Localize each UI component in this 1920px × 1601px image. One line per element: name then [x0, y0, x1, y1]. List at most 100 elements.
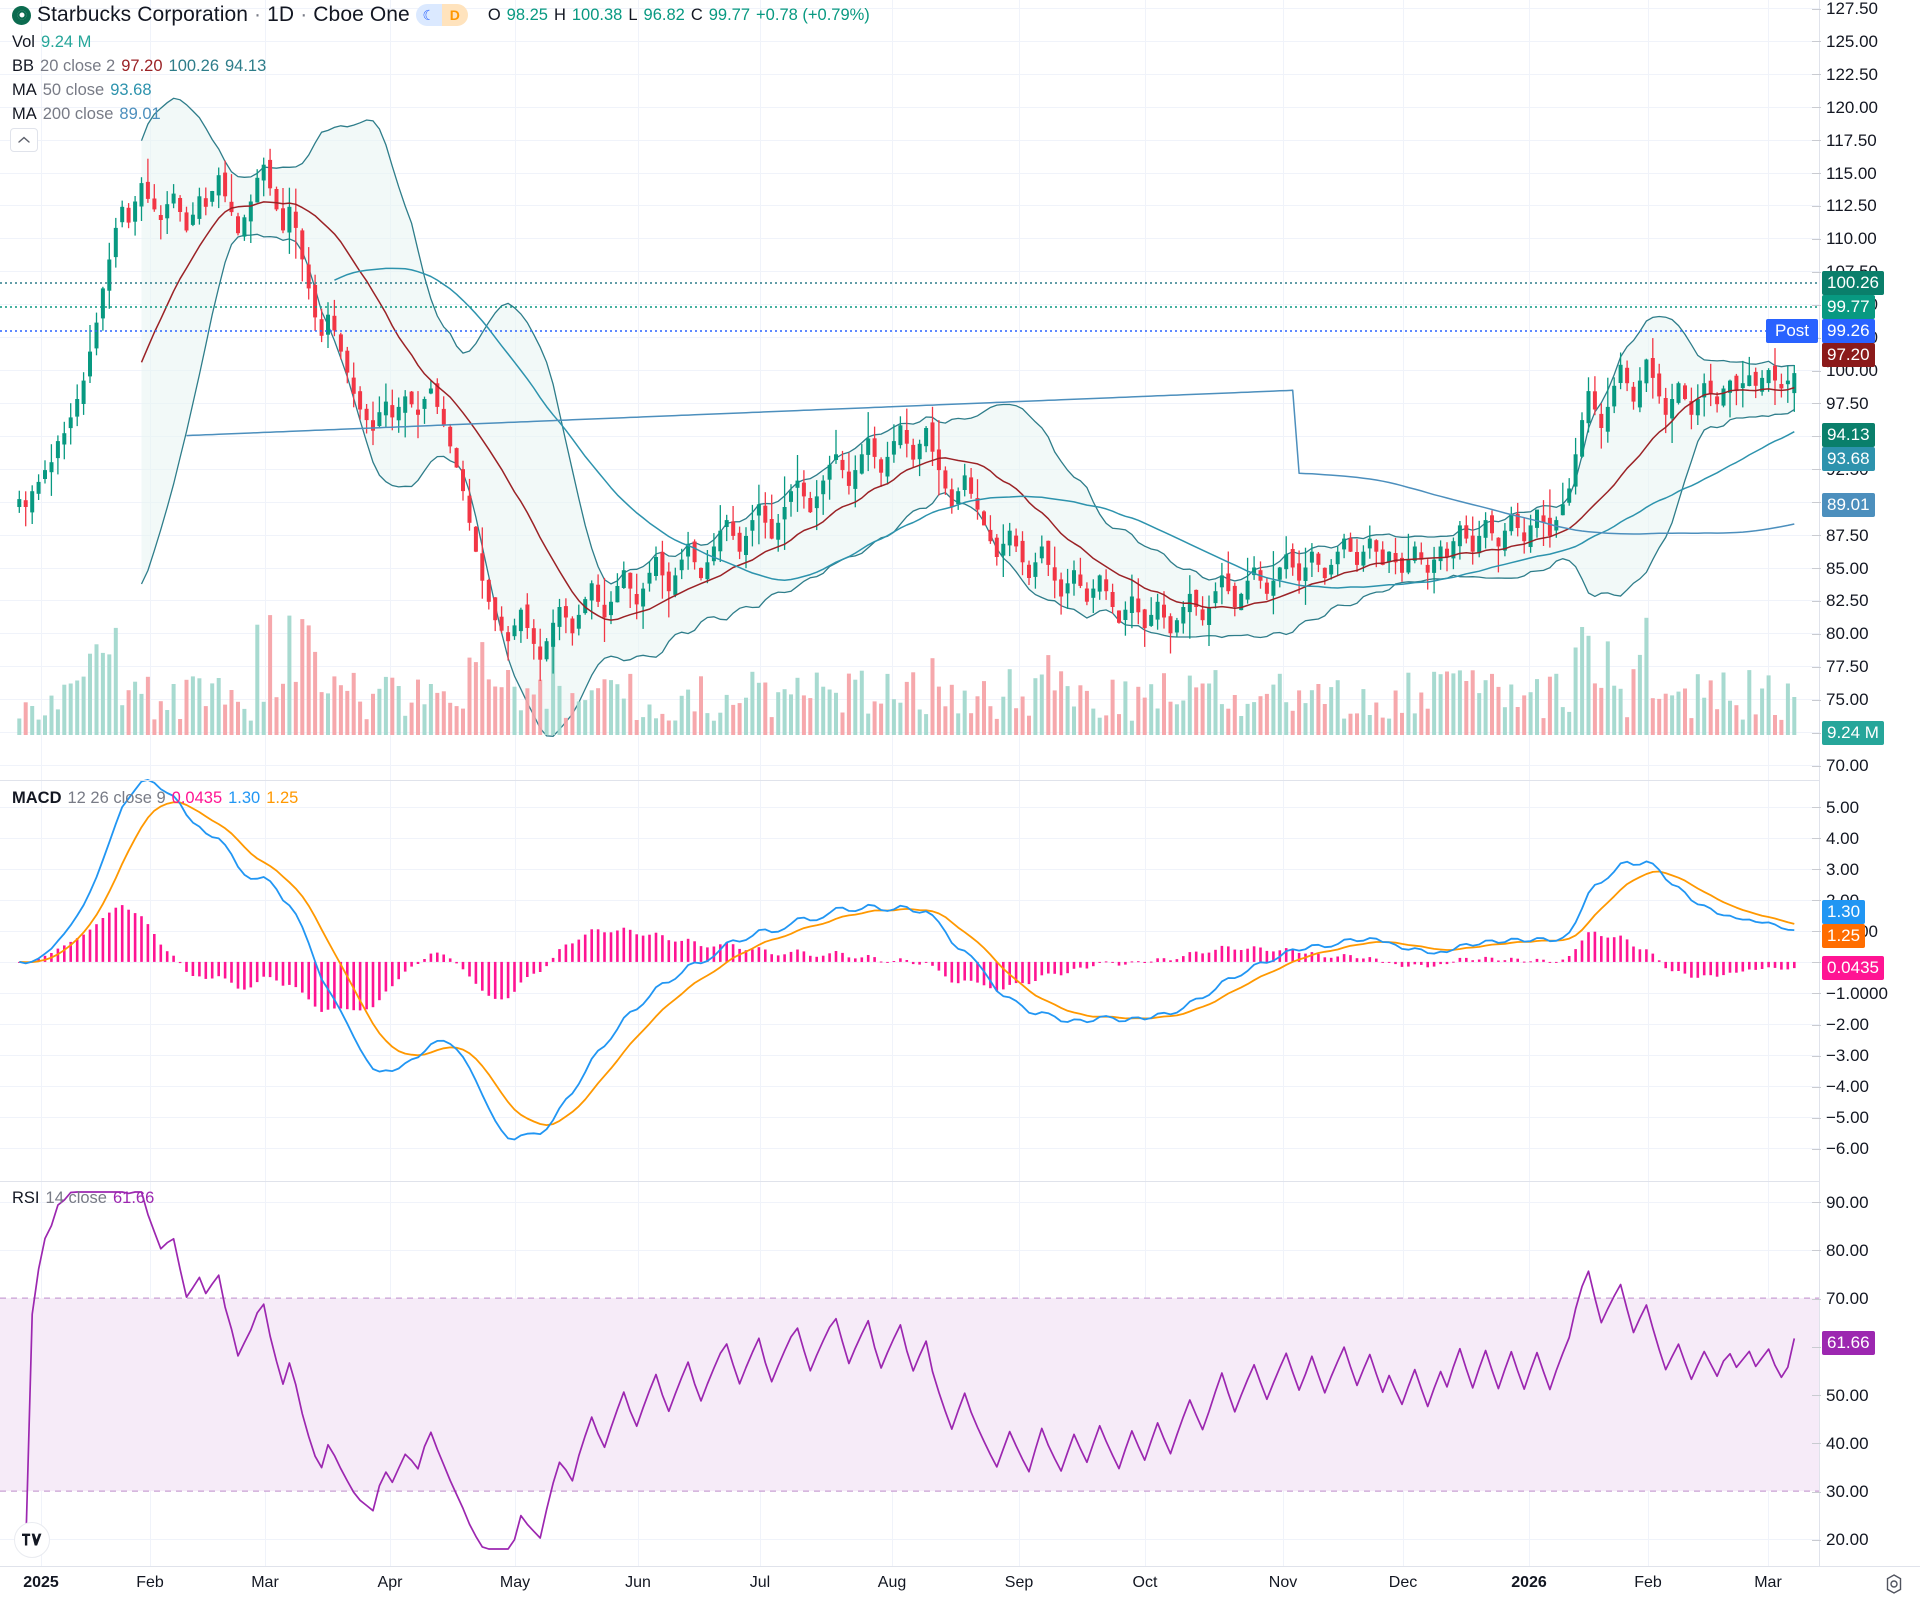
candle-body: [1734, 375, 1739, 392]
tick-dash: [1812, 869, 1821, 871]
candle-body: [795, 480, 800, 488]
tick-dash: [1812, 1346, 1821, 1348]
pane-separator-2[interactable]: [0, 1181, 1920, 1182]
macd-histogram-bar: [1400, 961, 1404, 967]
exchange-label[interactable]: Cboe One: [313, 3, 410, 26]
bollinger-legend[interactable]: BB 20 close 2 97.20 100.26 94.13: [12, 54, 266, 78]
ma50-legend[interactable]: MA 50 close 93.68: [12, 78, 152, 102]
candle-body: [699, 567, 703, 579]
macd-histogram-bar: [802, 951, 806, 962]
time-axis-tick: 2026: [1511, 1574, 1547, 1591]
day-session-icon[interactable]: D: [441, 4, 468, 26]
macd-histogram-bar: [1252, 946, 1256, 962]
rsi-value-badge[interactable]: 61.66: [1822, 1331, 1875, 1355]
ma50-line: [334, 267, 1795, 589]
moon-icon[interactable]: ☾: [415, 4, 442, 26]
volume-bar: [763, 682, 768, 735]
volume-bar: [679, 695, 684, 735]
macd-legend[interactable]: MACD 12 26 close 9 0.0435 1.30 1.25: [12, 786, 298, 810]
candle-body: [879, 459, 884, 473]
volume-bar: [371, 693, 375, 735]
volume-bar: [1509, 684, 1514, 735]
volume-bar: [1239, 716, 1244, 735]
volume-bar: [480, 642, 485, 735]
macd-histogram-bar: [1194, 951, 1198, 962]
tradingview-logo-icon[interactable]: [14, 1522, 50, 1558]
bb-basis-value: 97.20: [121, 57, 163, 75]
price-scale[interactable]: 127.50 125.00 122.50 120.00 117.50 115.00 112.…: [1766, 0, 1920, 1567]
candle-body: [1438, 546, 1443, 562]
chart-settings-gear-icon[interactable]: [1882, 1572, 1906, 1596]
tick-dash: [1812, 173, 1821, 175]
header-separator-1: ·: [254, 3, 262, 26]
tick-dash: [1812, 568, 1821, 570]
volume-bar: [1702, 697, 1707, 735]
ohlc-h-label: H: [553, 6, 566, 24]
macd-histogram-bar: [821, 955, 825, 962]
volume-bar: [846, 673, 851, 735]
macd-line-badge[interactable]: 1.30: [1822, 900, 1866, 924]
rsi-legend[interactable]: RSI 14 close 61.66: [12, 1186, 154, 1210]
candle-body: [422, 399, 427, 409]
candle-body: [1329, 564, 1334, 575]
volume-bar: [891, 699, 896, 735]
bb-lower-badge[interactable]: 94.13: [1822, 423, 1875, 447]
macd-histogram-bar: [564, 944, 568, 962]
macd-histogram-bar: [108, 912, 111, 962]
ma200-legend[interactable]: MA 200 close 89.01: [12, 102, 161, 126]
bb-upper-badge[interactable]: 100.26: [1822, 271, 1884, 295]
volume-bar: [1747, 670, 1752, 735]
candle-body: [81, 380, 86, 404]
macd-histogram-bar: [1143, 961, 1146, 963]
ma50-badge[interactable]: 93.68: [1822, 447, 1875, 471]
macd-gridline: [0, 930, 1820, 932]
bb-close-badge[interactable]: 99.77: [1822, 295, 1875, 319]
candle-body: [1400, 557, 1404, 573]
candle-body: [1033, 562, 1038, 577]
candle-body: [1264, 582, 1269, 594]
macd-histogram-bar: [1600, 936, 1603, 962]
volume-bar: [55, 709, 60, 735]
macd-histogram-bar: [1529, 961, 1532, 963]
candle-body: [1785, 380, 1790, 385]
volume-bar: [358, 701, 363, 735]
volume-bar: [499, 687, 504, 735]
macd-histogram-bar: [346, 961, 349, 1010]
candle-body: [1657, 373, 1662, 397]
symbol-name[interactable]: Starbucks Corporation: [37, 3, 249, 26]
macd-hist-value: 0.0435: [171, 789, 223, 807]
volume-legend[interactable]: Vol 9.24 M: [12, 30, 91, 54]
candle-body: [1541, 515, 1546, 523]
pane-separator-1[interactable]: [0, 780, 1920, 781]
volume-legend-value: 9.24 M: [40, 33, 92, 51]
time-scale[interactable]: 2025 Feb Mar Apr May Jun Jul Aug Sep Oct Nov Dec 202…: [0, 1566, 1920, 1600]
candle-body: [293, 211, 298, 228]
volume-bar: [518, 710, 523, 735]
tick-dash: [1812, 1086, 1821, 1088]
post-market-badge[interactable]: Post: [1766, 319, 1818, 343]
volume-badge[interactable]: 9.24 M: [1822, 721, 1884, 745]
bb-basis-badge[interactable]: 97.20: [1822, 343, 1875, 367]
candle-body: [428, 388, 433, 394]
macd-signal-badge[interactable]: 1.25: [1822, 924, 1866, 948]
volume-bar: [924, 714, 929, 735]
ma200-badge[interactable]: 89.01: [1822, 493, 1875, 517]
volume-bar: [1773, 715, 1777, 735]
macd-hist-badge[interactable]: 0.0435: [1822, 956, 1884, 980]
volume-bar: [827, 689, 832, 735]
volume-bar: [1419, 692, 1424, 735]
collapse-legend-button[interactable]: [10, 128, 38, 152]
macd-histogram-bar: [693, 941, 696, 962]
last-price-badge[interactable]: 99.26: [1822, 319, 1875, 343]
macd-histogram-bar: [1040, 961, 1044, 976]
macd-histogram-bar: [378, 961, 381, 1001]
macd-histogram-bar: [1175, 959, 1179, 962]
session-toggle[interactable]: ☾ D: [415, 4, 468, 26]
candle-body: [1592, 391, 1597, 410]
candle-body: [518, 609, 523, 632]
macd-histogram-bar: [146, 924, 150, 962]
volume-bar: [1586, 635, 1591, 735]
macd-axis-tick: −6.00: [1812, 1140, 1869, 1157]
vertical-gridline: [150, 781, 151, 1181]
interval-label[interactable]: 1D: [267, 3, 295, 26]
